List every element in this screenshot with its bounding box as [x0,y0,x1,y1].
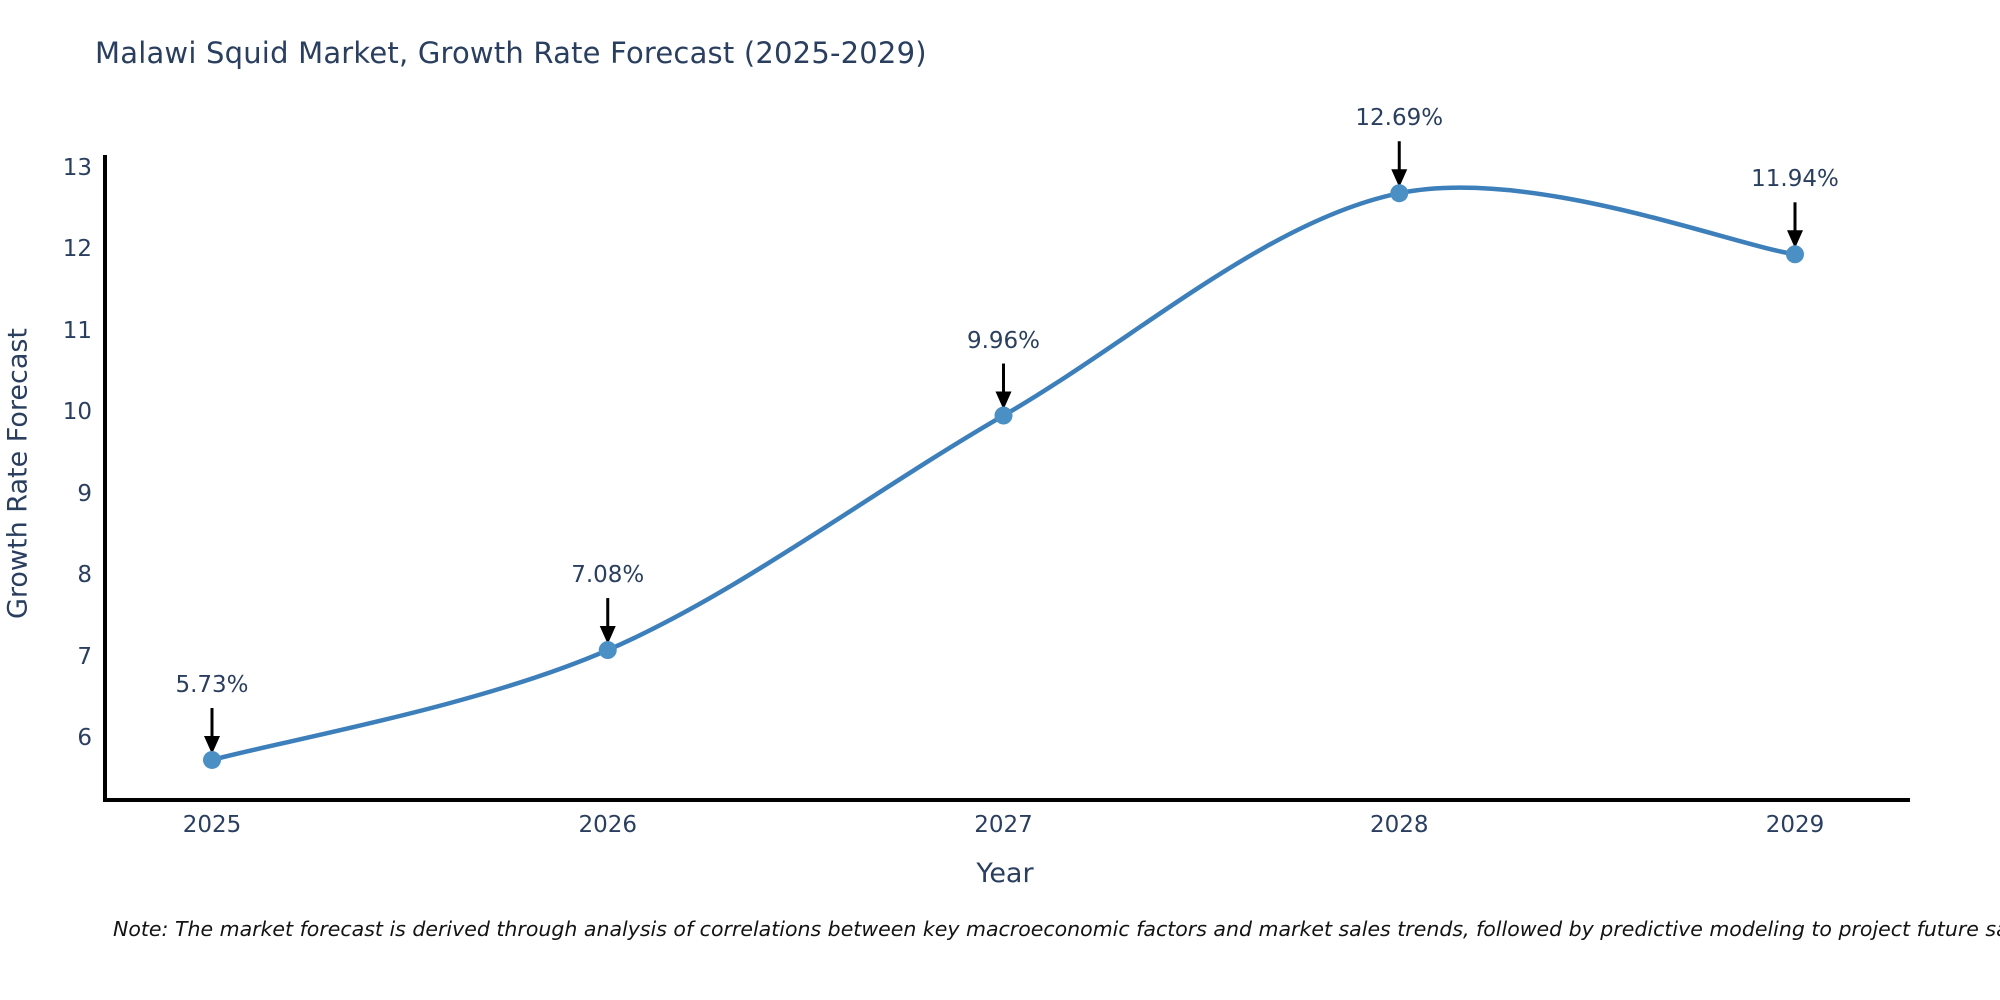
x-tick-label: 2026 [578,812,638,838]
x-tick-label: 2028 [1369,812,1429,838]
y-tick-label: 8 [77,562,92,589]
annotation-arrowhead-icon [1391,169,1408,188]
y-tick-label: 12 [62,236,92,263]
y-tick-label: 7 [77,643,92,670]
data-point-marker [994,406,1013,425]
x-tick-label: 2025 [182,812,242,838]
data-point-markers [203,184,1804,769]
annotation-arrowhead-icon [599,626,616,645]
y-tick-label: 9 [77,480,92,507]
y-tick-label: 13 [62,154,92,181]
annotation-arrowhead-icon [995,391,1012,410]
point-value-label: 5.73% [175,671,249,698]
y-tick-label: 6 [77,725,92,751]
x-axis-title: Year [976,858,1034,889]
forecast-line [209,185,1798,763]
point-value-label: 7.08% [571,562,645,589]
annotation-arrowhead-icon [204,735,220,754]
annotation-arrows [204,141,1803,754]
footnote: Note: The market forecast is derived thr… [113,917,2000,941]
point-value-label: 9.96% [966,327,1041,354]
data-point-marker [203,750,221,769]
point-value-label: 12.69% [1355,105,1444,132]
point-value-label: 11.94% [1751,166,1839,193]
y-tick-label: 11 [62,317,92,344]
data-point-marker [1390,184,1409,203]
data-point-marker [1786,245,1804,264]
x-tick-label: 2027 [974,812,1033,838]
x-tick-label: 2029 [1765,812,1825,838]
chart-title: Malawi Squid Market, Growth Rate Forecas… [95,36,927,70]
data-point-marker [598,641,617,660]
annotation-arrowhead-icon [1787,230,1803,249]
y-tick-label: 10 [62,399,92,426]
